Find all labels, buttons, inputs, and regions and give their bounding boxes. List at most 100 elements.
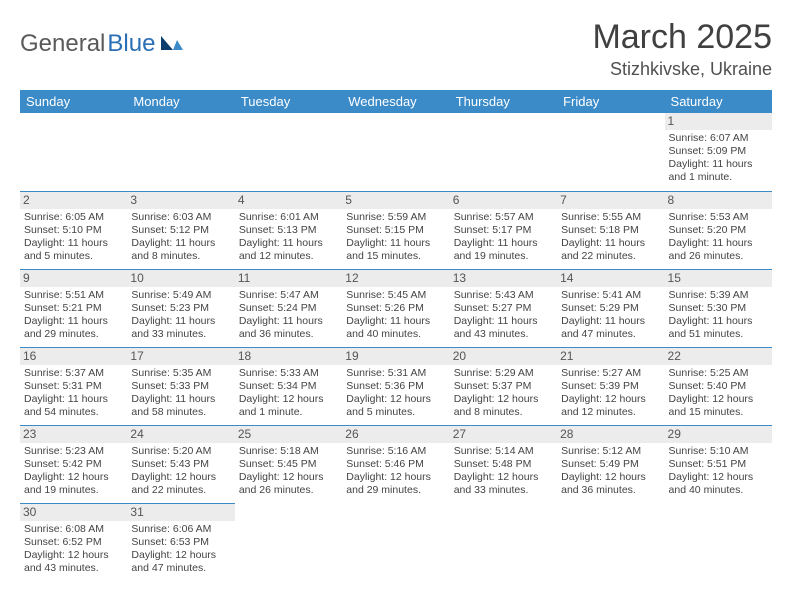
sunrise-text: Sunrise: 5:45 AM	[346, 289, 445, 302]
sunset-text: Sunset: 5:20 PM	[669, 224, 768, 237]
day-number: 31	[127, 504, 234, 521]
day-number: 15	[665, 270, 772, 287]
calendar-cell: 31Sunrise: 6:06 AMSunset: 6:53 PMDayligh…	[127, 503, 234, 581]
sunset-text: Sunset: 5:21 PM	[24, 302, 123, 315]
daylight-text: and 43 minutes.	[24, 562, 123, 575]
sunrise-text: Sunrise: 6:06 AM	[131, 523, 230, 536]
calendar-cell: 5Sunrise: 5:59 AMSunset: 5:15 PMDaylight…	[342, 191, 449, 269]
daylight-text: and 12 minutes.	[561, 406, 660, 419]
daylight-text: and 58 minutes.	[131, 406, 230, 419]
day-number: 1	[665, 113, 772, 130]
location-label: Stizhkivske, Ukraine	[592, 59, 772, 80]
daylight-text: Daylight: 11 hours	[561, 315, 660, 328]
daylight-text: Daylight: 11 hours	[454, 237, 553, 250]
calendar-cell: 16Sunrise: 5:37 AMSunset: 5:31 PMDayligh…	[20, 347, 127, 425]
logo-text-blue: Blue	[107, 30, 155, 58]
calendar-cell: 17Sunrise: 5:35 AMSunset: 5:33 PMDayligh…	[127, 347, 234, 425]
calendar-cell: 6Sunrise: 5:57 AMSunset: 5:17 PMDaylight…	[450, 191, 557, 269]
day-number: 21	[557, 348, 664, 365]
calendar-cell	[235, 503, 342, 581]
sunset-text: Sunset: 5:13 PM	[239, 224, 338, 237]
daylight-text: Daylight: 12 hours	[669, 393, 768, 406]
daylight-text: and 22 minutes.	[561, 250, 660, 263]
sunset-text: Sunset: 5:09 PM	[669, 145, 768, 158]
weekday-header: Tuesday	[235, 90, 342, 113]
sunrise-text: Sunrise: 5:23 AM	[24, 445, 123, 458]
calendar-cell: 19Sunrise: 5:31 AMSunset: 5:36 PMDayligh…	[342, 347, 449, 425]
calendar-cell: 2Sunrise: 6:05 AMSunset: 5:10 PMDaylight…	[20, 191, 127, 269]
calendar-cell: 21Sunrise: 5:27 AMSunset: 5:39 PMDayligh…	[557, 347, 664, 425]
sunset-text: Sunset: 5:15 PM	[346, 224, 445, 237]
daylight-text: Daylight: 11 hours	[24, 237, 123, 250]
daylight-text: and 51 minutes.	[669, 328, 768, 341]
sunrise-text: Sunrise: 5:10 AM	[669, 445, 768, 458]
day-number: 30	[20, 504, 127, 521]
sunset-text: Sunset: 5:42 PM	[24, 458, 123, 471]
calendar-cell: 13Sunrise: 5:43 AMSunset: 5:27 PMDayligh…	[450, 269, 557, 347]
day-number: 12	[342, 270, 449, 287]
day-number: 26	[342, 426, 449, 443]
daylight-text: Daylight: 11 hours	[454, 315, 553, 328]
calendar-cell: 23Sunrise: 5:23 AMSunset: 5:42 PMDayligh…	[20, 425, 127, 503]
day-number: 5	[342, 192, 449, 209]
day-number: 25	[235, 426, 342, 443]
daylight-text: Daylight: 12 hours	[239, 471, 338, 484]
daylight-text: and 33 minutes.	[131, 328, 230, 341]
daylight-text: Daylight: 12 hours	[454, 471, 553, 484]
calendar-cell	[450, 113, 557, 191]
calendar-cell: 22Sunrise: 5:25 AMSunset: 5:40 PMDayligh…	[665, 347, 772, 425]
weekday-header: Monday	[127, 90, 234, 113]
sunrise-text: Sunrise: 5:27 AM	[561, 367, 660, 380]
daylight-text: Daylight: 11 hours	[239, 315, 338, 328]
sunset-text: Sunset: 5:24 PM	[239, 302, 338, 315]
sunrise-text: Sunrise: 5:49 AM	[131, 289, 230, 302]
sunrise-text: Sunrise: 5:55 AM	[561, 211, 660, 224]
calendar-cell: 8Sunrise: 5:53 AMSunset: 5:20 PMDaylight…	[665, 191, 772, 269]
calendar-cell: 24Sunrise: 5:20 AMSunset: 5:43 PMDayligh…	[127, 425, 234, 503]
daylight-text: and 33 minutes.	[454, 484, 553, 497]
daylight-text: and 29 minutes.	[24, 328, 123, 341]
sunset-text: Sunset: 5:18 PM	[561, 224, 660, 237]
daylight-text: and 47 minutes.	[561, 328, 660, 341]
sunrise-text: Sunrise: 6:05 AM	[24, 211, 123, 224]
calendar-cell: 30Sunrise: 6:08 AMSunset: 6:52 PMDayligh…	[20, 503, 127, 581]
daylight-text: Daylight: 11 hours	[131, 237, 230, 250]
sunrise-text: Sunrise: 5:31 AM	[346, 367, 445, 380]
sunset-text: Sunset: 5:27 PM	[454, 302, 553, 315]
daylight-text: and 54 minutes.	[24, 406, 123, 419]
daylight-text: and 5 minutes.	[346, 406, 445, 419]
daylight-text: Daylight: 12 hours	[561, 471, 660, 484]
daylight-text: and 5 minutes.	[24, 250, 123, 263]
calendar-cell: 10Sunrise: 5:49 AMSunset: 5:23 PMDayligh…	[127, 269, 234, 347]
sunrise-text: Sunrise: 5:29 AM	[454, 367, 553, 380]
daylight-text: Daylight: 12 hours	[561, 393, 660, 406]
sunset-text: Sunset: 6:53 PM	[131, 536, 230, 549]
sunrise-text: Sunrise: 5:41 AM	[561, 289, 660, 302]
day-number: 9	[20, 270, 127, 287]
sunset-text: Sunset: 5:40 PM	[669, 380, 768, 393]
calendar-cell: 20Sunrise: 5:29 AMSunset: 5:37 PMDayligh…	[450, 347, 557, 425]
daylight-text: Daylight: 12 hours	[669, 471, 768, 484]
day-number: 11	[235, 270, 342, 287]
sunrise-text: Sunrise: 5:53 AM	[669, 211, 768, 224]
day-number: 29	[665, 426, 772, 443]
weekday-header: Wednesday	[342, 90, 449, 113]
daylight-text: and 26 minutes.	[239, 484, 338, 497]
day-number: 6	[450, 192, 557, 209]
daylight-text: Daylight: 12 hours	[131, 471, 230, 484]
calendar-cell: 28Sunrise: 5:12 AMSunset: 5:49 PMDayligh…	[557, 425, 664, 503]
sunrise-text: Sunrise: 5:25 AM	[669, 367, 768, 380]
sunset-text: Sunset: 5:49 PM	[561, 458, 660, 471]
day-number: 27	[450, 426, 557, 443]
month-title: March 2025	[592, 18, 772, 57]
day-number: 13	[450, 270, 557, 287]
daylight-text: Daylight: 11 hours	[24, 393, 123, 406]
daylight-text: and 36 minutes.	[561, 484, 660, 497]
daylight-text: and 43 minutes.	[454, 328, 553, 341]
day-number: 28	[557, 426, 664, 443]
sunrise-text: Sunrise: 6:07 AM	[669, 132, 768, 145]
day-number: 23	[20, 426, 127, 443]
daylight-text: Daylight: 11 hours	[131, 315, 230, 328]
sunset-text: Sunset: 5:10 PM	[24, 224, 123, 237]
calendar-cell	[557, 503, 664, 581]
